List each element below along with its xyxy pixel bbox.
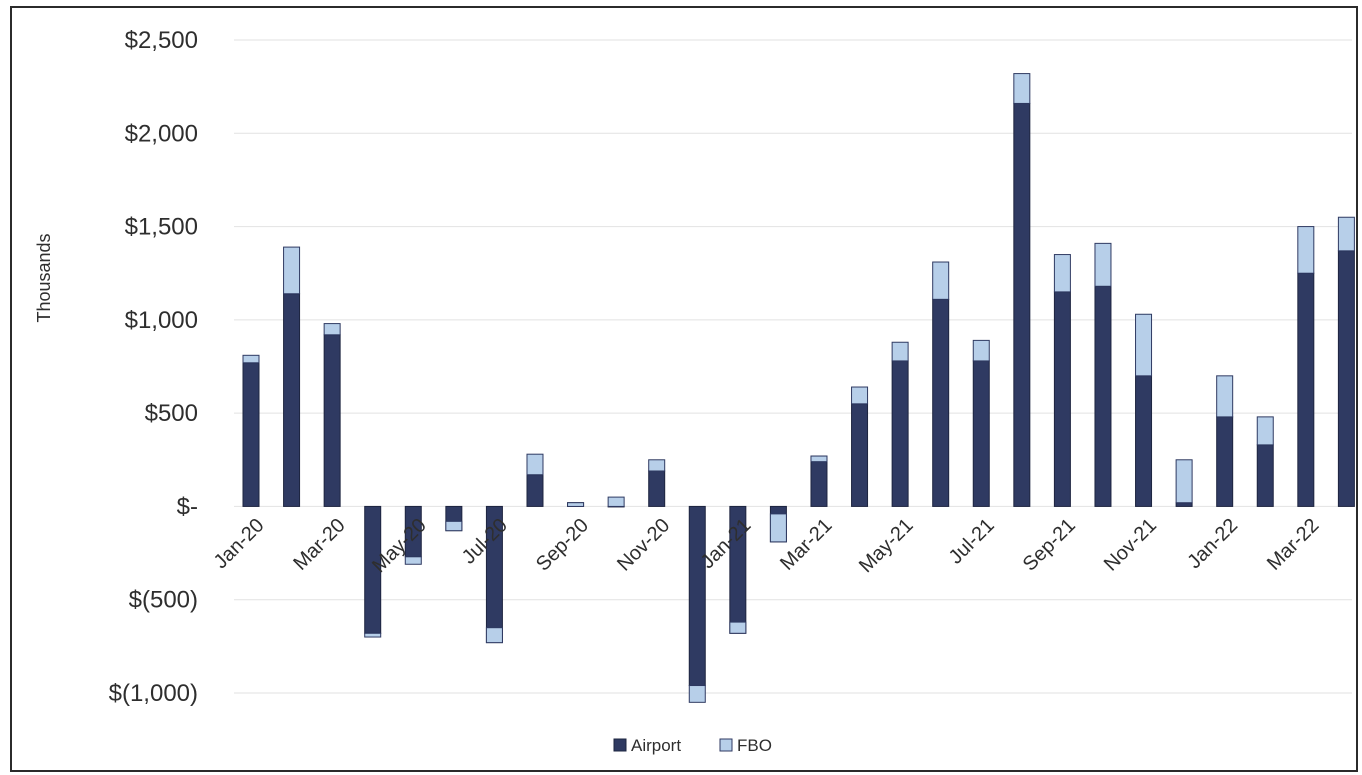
bar-airport <box>242 362 260 507</box>
bar-fbo <box>323 323 341 336</box>
y-axis-tick-labels: $2,500 $2,000 $1,500 $1,000 $500 $- $(500) $(1,… <box>109 27 198 707</box>
y-tick-label: $500 <box>145 400 198 427</box>
bar-fbo <box>242 354 260 364</box>
y-tick-label: $(1,000) <box>109 680 198 707</box>
bar-airport <box>1094 285 1112 507</box>
bar-fbo <box>607 496 625 507</box>
bar-airport <box>1297 272 1315 507</box>
bar-fbo <box>648 459 666 472</box>
bar-fbo <box>567 502 585 507</box>
y-tick-label: $1,500 <box>125 214 198 241</box>
x-tick-label: May-21 <box>855 514 918 577</box>
x-tick-label: Jan-20 <box>210 514 269 573</box>
bar-fbo <box>485 627 503 644</box>
bar-airport <box>1135 375 1153 507</box>
bar-fbo <box>729 621 747 634</box>
x-tick-label: Mar-20 <box>289 514 349 574</box>
bar-fbo <box>1053 254 1071 293</box>
bar-airport <box>972 360 990 507</box>
bar-airport <box>1053 291 1071 507</box>
legend-swatch-fbo <box>719 738 733 752</box>
x-tick-label: Sep-21 <box>1019 514 1080 575</box>
x-tick-label: Nov-20 <box>613 514 674 575</box>
bar-fbo <box>445 520 463 532</box>
x-tick-label: Jul-20 <box>458 514 512 568</box>
bar-airport <box>891 360 909 507</box>
bar-fbo <box>1337 216 1355 252</box>
bar-airport <box>688 505 706 687</box>
bar-fbo <box>1135 313 1153 377</box>
bar-fbo <box>891 341 909 362</box>
bar-fbo <box>688 685 706 703</box>
bar-fbo <box>404 556 422 565</box>
bar-fbo <box>526 453 544 476</box>
bar-fbo <box>810 455 828 463</box>
bar-airport <box>1256 444 1274 507</box>
bar-fbo <box>1094 242 1112 287</box>
chart-frame: $2,500 $2,000 $1,500 $1,000 $500 $- $(500) $(1,… <box>10 6 1358 772</box>
bar-fbo <box>1175 459 1193 504</box>
bar-fbo <box>769 513 787 543</box>
y-tick-label: $1,000 <box>125 307 198 334</box>
bar-airport <box>932 298 950 507</box>
bar-airport <box>810 455 828 507</box>
bar-airport <box>283 293 301 507</box>
x-tick-label: Mar-22 <box>1263 514 1323 574</box>
bar-fbo <box>1297 226 1315 274</box>
legend: Airport FBO <box>613 736 772 755</box>
legend-swatch-airport <box>613 738 627 752</box>
x-tick-label: Jan-22 <box>1183 514 1242 573</box>
bar-airport <box>851 403 869 507</box>
gridlines <box>234 39 1352 694</box>
y-tick-label: $2,000 <box>125 120 198 147</box>
bar-fbo <box>1216 375 1234 418</box>
x-tick-label: Sep-20 <box>532 514 593 575</box>
bar-fbo <box>972 339 990 362</box>
y-tick-label: $2,500 <box>125 27 198 54</box>
y-tick-label: $- <box>177 493 198 520</box>
bar-airport <box>1013 102 1031 507</box>
y-axis-title: Thousands <box>34 233 54 322</box>
bar-fbo <box>932 261 950 300</box>
bar-fbo <box>1256 416 1274 446</box>
bar-fbo <box>851 386 869 405</box>
legend-label-airport: Airport <box>631 736 681 755</box>
x-tick-label: Jul-21 <box>945 514 999 568</box>
bar-fbo <box>283 246 301 295</box>
bar-airport <box>1175 502 1193 507</box>
legend-label-fbo: FBO <box>737 736 772 755</box>
stacked-bar-chart: $2,500 $2,000 $1,500 $1,000 $500 $- $(500) $(1,… <box>34 27 1355 755</box>
bars <box>242 73 1355 703</box>
bar-fbo <box>364 632 382 638</box>
bar-airport <box>1337 250 1355 507</box>
y-tick-label: $(500) <box>129 587 198 614</box>
x-tick-label: Nov-21 <box>1100 514 1161 575</box>
bar-fbo <box>1013 73 1031 104</box>
bar-airport <box>323 334 341 507</box>
bar-airport <box>1216 416 1234 507</box>
bar-airport <box>648 470 666 507</box>
bar-airport <box>526 474 544 507</box>
